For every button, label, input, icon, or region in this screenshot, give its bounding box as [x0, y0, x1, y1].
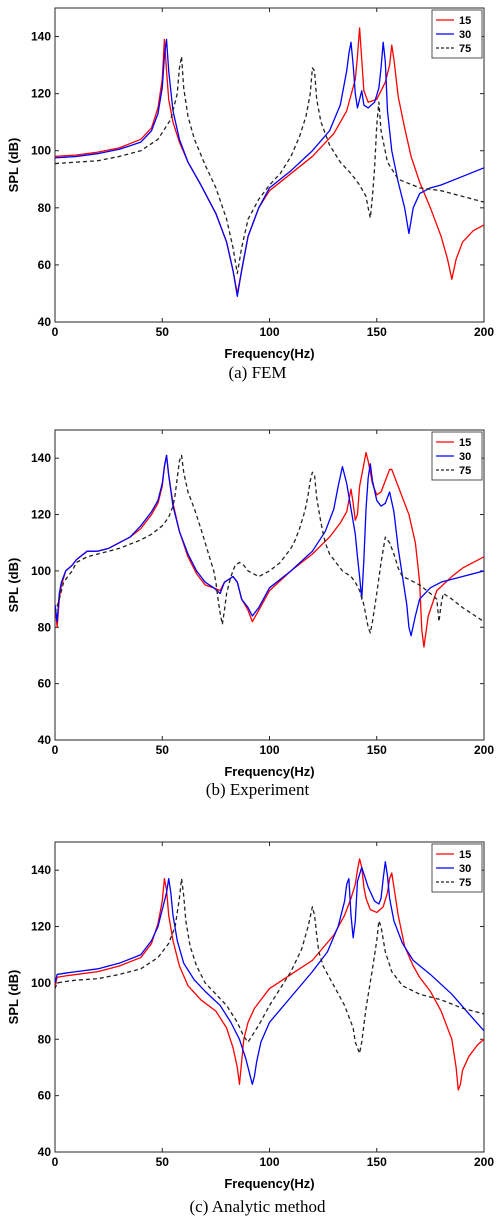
y-tick-label: 80	[38, 201, 52, 215]
x-tick-label: 150	[367, 743, 387, 757]
y-tick-label: 40	[38, 1145, 52, 1159]
chart-panel-1: 0 50 100 150 200 40 60 80 100 120 140 Frequency(Hz)…	[6, 429, 494, 799]
y-tick-label: 140	[31, 863, 51, 877]
y-tick-label: 120	[31, 920, 51, 934]
y-axis-label: SPL (dB)	[6, 970, 21, 1025]
x-tick-label: 100	[259, 1155, 279, 1169]
series-line-75	[55, 55, 484, 275]
y-tick-label: 80	[38, 1032, 52, 1046]
chart-panel-2: 0 50 100 150 200 40 60 80 100 120 140 Frequency(Hz)…	[6, 841, 494, 1216]
chart-caption: (a) FEM	[228, 363, 286, 382]
legend-label: 75	[459, 877, 471, 889]
plot-area	[54, 429, 485, 741]
x-tick-label: 50	[156, 1155, 170, 1169]
x-tick-label: 200	[474, 325, 494, 339]
legend-label: 15	[459, 849, 471, 861]
series-line-15	[55, 27, 484, 295]
x-tick-label: 150	[367, 325, 387, 339]
x-tick-label: 150	[367, 1155, 387, 1169]
series-line-75	[55, 877, 484, 1055]
x-tick-label: 0	[52, 1155, 59, 1169]
x-tick-label: 100	[259, 743, 279, 757]
plot-area	[54, 841, 485, 1153]
series-line-30	[55, 454, 484, 637]
y-tick-label: 140	[31, 30, 51, 44]
legend-label: 30	[459, 451, 471, 463]
y-tick-label: 40	[38, 315, 52, 329]
series-line-30	[55, 861, 484, 1086]
x-tick-label: 0	[52, 325, 59, 339]
series-line-15	[55, 858, 484, 1091]
y-axis-label: SPL (dB)	[6, 138, 21, 193]
chart-panel-0: 0 50 100 150 200 40 60 80 100 120 140 Frequency(Hz)…	[6, 7, 494, 382]
series-line-30	[55, 38, 484, 297]
legend-label: 30	[459, 863, 471, 875]
x-axis-label: Frequency(Hz)	[224, 1176, 314, 1191]
y-tick-label: 100	[31, 144, 51, 158]
x-tick-label: 200	[474, 1155, 494, 1169]
y-tick-label: 60	[38, 677, 52, 691]
y-tick-label: 40	[38, 733, 52, 747]
y-tick-label: 120	[31, 87, 51, 101]
y-tick-label: 80	[38, 620, 52, 634]
y-axis-label: SPL (dB)	[6, 558, 21, 613]
y-tick-label: 60	[38, 1089, 52, 1103]
legend-label: 75	[459, 43, 471, 55]
x-tick-label: 200	[474, 743, 494, 757]
series-line-75	[55, 454, 484, 634]
x-axis-label: Frequency(Hz)	[224, 764, 314, 779]
legend-label: 15	[459, 15, 471, 27]
y-tick-label: 100	[31, 564, 51, 578]
y-tick-label: 120	[31, 508, 51, 522]
chart-caption: (b) Experiment	[206, 780, 310, 799]
legend-label: 30	[459, 29, 471, 41]
x-tick-label: 50	[156, 743, 170, 757]
x-tick-label: 100	[259, 325, 279, 339]
x-tick-label: 0	[52, 743, 59, 757]
y-tick-label: 140	[31, 451, 51, 465]
chart-caption: (c) Analytic method	[190, 1197, 326, 1216]
plot-area	[54, 7, 485, 323]
y-tick-label: 60	[38, 258, 52, 272]
legend-label: 15	[459, 437, 471, 449]
y-tick-label: 100	[31, 976, 51, 990]
x-tick-label: 50	[156, 325, 170, 339]
legend-label: 75	[459, 465, 471, 477]
x-axis-label: Frequency(Hz)	[224, 346, 314, 361]
